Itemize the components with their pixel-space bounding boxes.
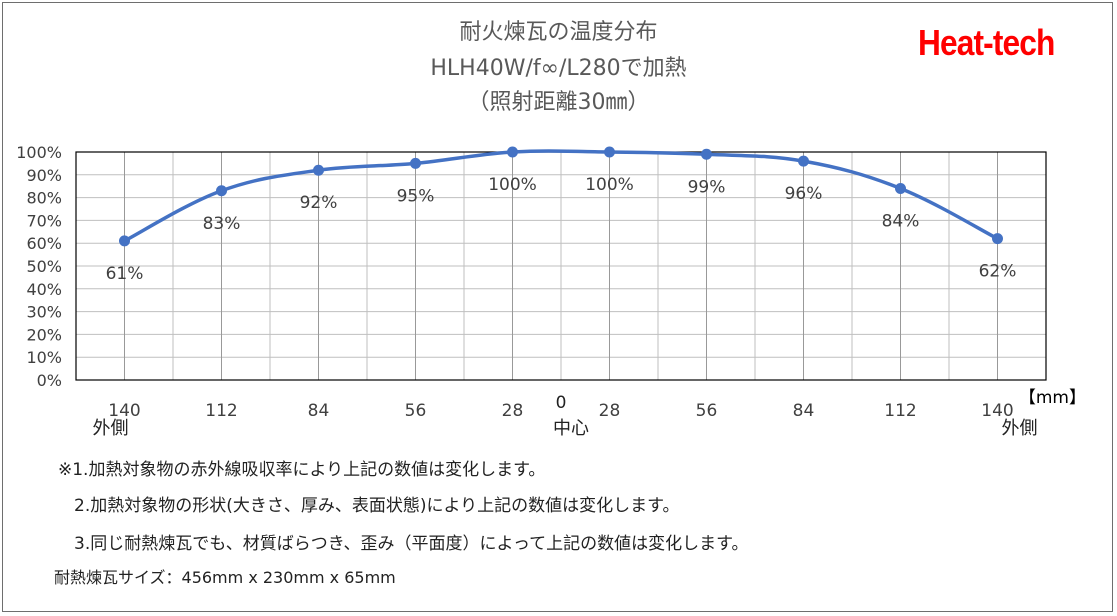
x-tick-label: 112	[884, 401, 916, 421]
data-point	[701, 148, 712, 160]
data-label: 100%	[488, 175, 537, 195]
brand-logo: Heat-tech	[918, 22, 1055, 63]
data-point	[895, 182, 906, 194]
x-tick-label: 28	[599, 401, 621, 421]
y-tick-label: 70%	[26, 211, 62, 230]
data-label: 95%	[397, 186, 435, 206]
data-label: 84%	[882, 211, 920, 231]
data-point	[507, 146, 518, 158]
data-point	[119, 235, 130, 247]
x-tick-label: 112	[205, 401, 237, 421]
x-tick-label: 56	[696, 401, 718, 421]
data-point	[604, 146, 615, 158]
data-label: 61%	[106, 264, 144, 284]
note-3: 3.同じ耐熱煉瓦でも、材質ばらつき、歪み（平面度）によって上記の数値は変化します…	[74, 534, 749, 554]
data-label: 62%	[979, 262, 1017, 282]
x-tick-label: 140	[981, 401, 1013, 421]
x-side-label-left: 外側	[93, 418, 129, 439]
data-point	[313, 164, 324, 176]
y-tick-label: 10%	[26, 348, 62, 367]
x-side-label-center: 中心	[553, 418, 589, 439]
data-points	[119, 146, 1003, 247]
data-labels: 61% 83% 92% 95% 100% 100% 99% 96% 84% 62%	[106, 175, 1017, 284]
chart-title-line1: 耐火煉瓦の温度分布	[459, 20, 658, 45]
data-point	[410, 157, 421, 169]
chart-title-line3: （照射距離30㎜）	[467, 90, 650, 115]
data-label: 100%	[585, 175, 634, 195]
x-axis-unit: 【mm】	[1019, 388, 1086, 408]
y-tick-label: 50%	[26, 257, 62, 276]
chart-title-line2: HLH40W/f∞/L280で加熱	[430, 56, 687, 81]
y-tick-label: 60%	[26, 234, 62, 253]
brick-size-note: 耐熱煉瓦サイズ：456mm x 230mm x 65mm	[54, 568, 396, 587]
note-1: ※1.加熱対象物の赤外線吸収率により上記の数値は変化します。	[58, 460, 546, 480]
y-tick-label: 90%	[26, 166, 62, 185]
y-tick-label: 40%	[26, 280, 62, 299]
y-tick-label: 0%	[37, 371, 62, 390]
data-point	[798, 155, 809, 167]
series-line	[122, 149, 1000, 243]
x-tick-label: 140	[108, 401, 140, 421]
data-point	[216, 185, 227, 197]
chart-axes: 0% 10% 20% 30% 40% 50% 60% 70% 80% 90% 100% 140 112 8…	[16, 143, 1086, 439]
data-label: 99%	[688, 177, 726, 197]
x-side-label-right: 外側	[1002, 418, 1038, 439]
y-tick-label: 20%	[26, 325, 62, 344]
data-label: 92%	[300, 193, 338, 213]
data-point	[992, 233, 1003, 245]
data-label: 83%	[203, 214, 241, 234]
y-tick-label: 100%	[16, 143, 62, 162]
x-tick-label: 56	[405, 401, 427, 421]
x-tick-label: 84	[308, 401, 330, 421]
x-tick-label: 28	[502, 401, 524, 421]
note-2: 2.加熱対象物の形状(大きさ、厚み、表面状態)により上記の数値は変化します。	[74, 496, 680, 516]
data-label: 96%	[785, 184, 823, 204]
x-tick-label: 84	[793, 401, 815, 421]
y-tick-label: 30%	[26, 303, 62, 322]
x-center-tick-label: 0	[556, 393, 567, 413]
y-tick-label: 80%	[26, 189, 62, 208]
